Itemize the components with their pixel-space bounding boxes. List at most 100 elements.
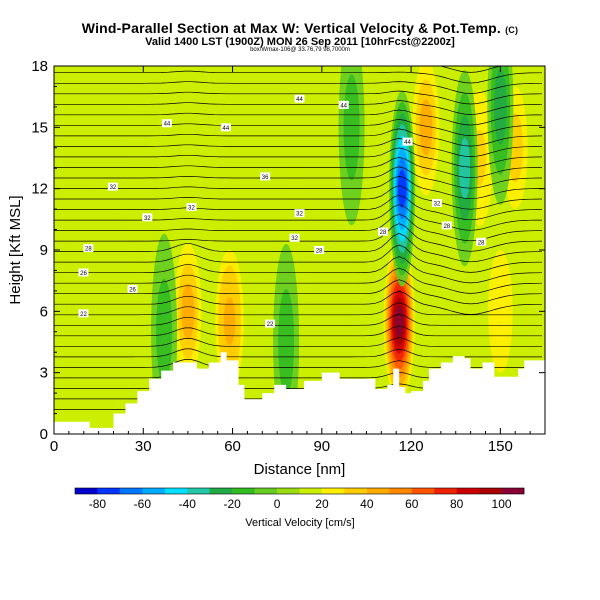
theta-contour <box>54 233 542 263</box>
colorbar-swatch <box>479 488 502 494</box>
contour-label: 32 <box>296 212 303 218</box>
contour-label: 26 <box>80 271 87 277</box>
colorbar-swatch <box>277 488 300 494</box>
theta-contour <box>54 279 543 305</box>
contour-label: 26 <box>129 287 136 293</box>
contour-label: 32 <box>110 185 117 191</box>
colorbar-swatch <box>411 488 435 494</box>
y-tick-label: 18 <box>31 58 48 75</box>
contour-label: 44 <box>296 97 303 103</box>
theta-contour <box>54 213 543 242</box>
colorbar-swatch <box>97 488 121 494</box>
colorbar-swatch <box>299 488 323 494</box>
x-tick-label: 0 <box>50 438 58 455</box>
y-tick-label: 9 <box>40 242 48 259</box>
y-tick-label: 15 <box>31 119 48 136</box>
colorbar-swatch <box>187 488 210 494</box>
colorbar-tick-label: -60 <box>134 497 152 511</box>
contour-label-bg <box>78 268 89 277</box>
field-group: 44 44 44 44 44 36 32 32 32 32 32 32 28 28 28 28 28 26 26 22… <box>54 66 545 434</box>
updraft-8-ring <box>492 276 509 347</box>
terrain <box>54 352 545 434</box>
downdraft-5-ring <box>343 74 360 181</box>
contour-label-bg <box>142 213 153 222</box>
colorbar-swatch <box>164 488 188 494</box>
contour-label-bg <box>78 309 89 318</box>
colorbar-swatch <box>75 488 98 494</box>
colorbar-swatch <box>321 488 345 494</box>
colorbar-tick-label: 60 <box>405 497 419 511</box>
updraft-2-ring <box>394 305 404 338</box>
contour-label-bg <box>289 233 300 242</box>
contour-label-bg <box>220 123 231 132</box>
x-tick-label: 120 <box>399 438 424 455</box>
theta-contour <box>54 302 542 316</box>
theta-contour <box>54 147 543 168</box>
theta-contour <box>54 70 542 84</box>
contour-label-bg <box>476 237 487 246</box>
theta-contour <box>54 325 542 337</box>
colorbar-tick-label: -20 <box>223 497 241 511</box>
theta-contour <box>54 244 542 273</box>
colorbar-tick-label: -80 <box>89 497 107 511</box>
colorbar-swatch <box>232 488 255 494</box>
contour-label: 32 <box>291 236 298 242</box>
contour-label-bg <box>265 319 276 328</box>
theta-contour <box>54 81 542 94</box>
colorbar-swatch <box>209 488 233 494</box>
theta-contour <box>54 128 543 147</box>
contour-label: 44 <box>340 103 347 109</box>
contour-label: 44 <box>164 122 171 128</box>
updraft-0-ring <box>181 283 195 340</box>
y-tick-label: 6 <box>40 303 48 320</box>
theta-contour <box>54 185 543 210</box>
chart-subtitle: Valid 1400 LST (1900Z) MON 26 Sep 2011 [… <box>145 36 455 48</box>
contour-label: 44 <box>404 140 411 146</box>
contour-label-bg <box>260 172 271 181</box>
theta-contour <box>54 119 542 136</box>
colorbar-swatch <box>501 488 525 494</box>
contour-label: 28 <box>478 240 485 246</box>
colorbar-tick-label: 40 <box>360 497 374 511</box>
contour-label-bg <box>127 284 138 293</box>
updraft-3-ring <box>419 99 433 156</box>
y-tick-label: 3 <box>40 365 48 382</box>
theta-contour <box>54 267 543 294</box>
colorbar-tick-label: -40 <box>179 497 197 511</box>
contour-label: 44 <box>223 126 230 132</box>
y-tick-label: 0 <box>40 426 48 443</box>
contour-label-bg <box>294 209 305 218</box>
contour-label-bg <box>431 198 442 207</box>
theta-contour <box>54 90 543 105</box>
theta-contour <box>54 337 542 347</box>
theta-contour <box>54 166 542 189</box>
contour-label: 28 <box>380 230 387 236</box>
contour-label: 28 <box>316 249 323 255</box>
theta-contour <box>54 138 543 157</box>
contour-label: 32 <box>434 201 441 207</box>
theta-contour <box>54 175 543 200</box>
x-axis-label: Distance [nm] <box>254 461 346 478</box>
colorbar-swatch <box>366 488 390 494</box>
theta-contour <box>54 100 543 115</box>
chart-title: Wind-Parallel Section at Max W: Vertical… <box>81 20 519 36</box>
colorbar-swatch <box>142 488 166 494</box>
colorbar-label: Vertical Velocity [cm/s] <box>245 517 355 529</box>
contour-label-bg <box>338 100 349 109</box>
contour-label: 22 <box>267 322 274 328</box>
contour-label-bg <box>186 203 197 212</box>
contour-label: 28 <box>443 224 450 230</box>
updraft-1-ring <box>223 297 236 346</box>
contour-label-bg <box>83 243 94 252</box>
contour-label: 22 <box>80 312 87 318</box>
contour-label-bg <box>107 182 118 191</box>
copyright-mark: (C) <box>505 25 519 35</box>
contour-label: 32 <box>188 206 195 212</box>
x-tick-label: 150 <box>488 438 513 455</box>
contour-label: 36 <box>262 175 269 181</box>
y-axis-label: Height [Kft MSL] <box>7 195 24 304</box>
contour-label-bg <box>377 227 388 236</box>
colorbar-swatch <box>254 488 278 494</box>
theta-contour <box>54 109 542 126</box>
